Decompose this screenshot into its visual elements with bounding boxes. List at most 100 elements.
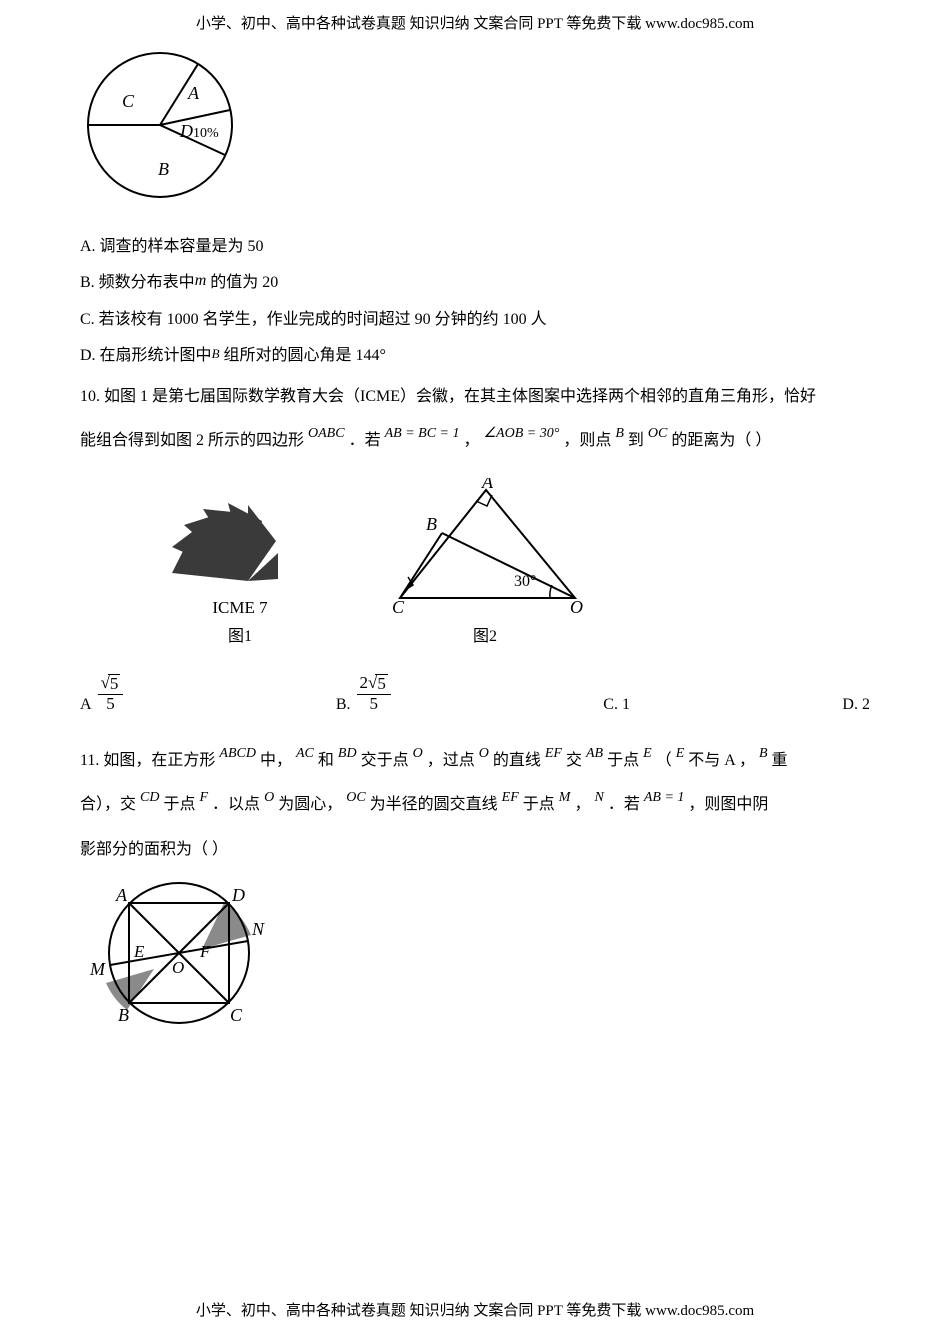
- q9-choice-b: B. 频数分布表中m 的值为 20: [80, 268, 870, 298]
- q11-cd: CD: [140, 790, 159, 805]
- q10-a-radicand: 5: [108, 674, 121, 694]
- q9-d-prefix: D. 在扇形统计图中: [80, 347, 212, 364]
- q11-m: M: [559, 790, 571, 805]
- q10-b-prefix: 2: [360, 673, 369, 692]
- lbl-O: O: [172, 958, 184, 977]
- q11-l1k: ，: [739, 752, 755, 769]
- lbl-M: M: [89, 959, 106, 979]
- q11-ab: AB: [586, 746, 603, 761]
- tri-O: O: [570, 597, 583, 617]
- q11-line1: 11. 如图，在正方形 ABCD 中， AC 和 BD 交于点 O ，过点 O …: [80, 742, 870, 780]
- q9-d-B: B: [212, 346, 220, 361]
- pie-label-c: C: [122, 91, 135, 111]
- q10-l2a: 能组合得到如图 2 所示的四边形: [80, 432, 304, 449]
- q10-opt-a: A √5 5: [80, 674, 123, 713]
- q11-f: F: [199, 790, 208, 805]
- q10-fig2-block: A B C O 30° 图2: [380, 478, 590, 646]
- q10-eq2: ∠AOB = 30°: [484, 426, 560, 441]
- q11-l2e: 为半径的圆交直线: [370, 796, 498, 813]
- icme-fan: [172, 503, 278, 581]
- q10-l2d: 到: [628, 432, 644, 449]
- lbl-C: C: [230, 1005, 243, 1025]
- pie-label-d: D: [179, 121, 193, 141]
- q11-l2i: ，则图中阴: [688, 796, 768, 813]
- q10-opt-b-label: B.: [336, 696, 351, 714]
- q10-l2c: ，则点: [563, 432, 611, 449]
- q11-o3: O: [264, 790, 274, 805]
- q11-ef2: EF: [502, 790, 519, 805]
- q11-l2b: 于点: [163, 796, 195, 813]
- q10-options: A √5 5 B. 2√5 5 C. 1 D. 2: [80, 674, 870, 713]
- q11-l2g: ，: [574, 796, 590, 813]
- page-footer: 小学、初中、高中各种试卷真题 知识归纳 文案合同 PPT 等免费下载 www.d…: [0, 1287, 950, 1332]
- triangle-bo: [442, 533, 575, 598]
- q10-B: B: [615, 426, 624, 441]
- q10-OC: OC: [648, 426, 667, 441]
- pie-chart-figure: A C D 10% B: [80, 45, 870, 220]
- fig1-label: 图1: [228, 622, 252, 646]
- q11-l2c: ．以点: [212, 796, 260, 813]
- q10-opt-b-frac: 2√5 5: [357, 674, 391, 713]
- q10-a-den: 5: [103, 695, 118, 714]
- q11-o: O: [413, 746, 423, 761]
- tri-A: A: [481, 478, 494, 492]
- q11-ac: AC: [296, 746, 314, 761]
- q11-l2d: 为圆心，: [278, 796, 342, 813]
- q9-b-prefix: B. 频数分布表中: [80, 274, 195, 291]
- tri-C: C: [392, 597, 405, 617]
- q11-figure: A D B C E F O M N: [74, 875, 870, 1045]
- lbl-A: A: [115, 885, 128, 905]
- icme-logo-svg: [160, 479, 320, 594]
- q11-oc: OC: [346, 790, 365, 805]
- q11-l1b: 中，: [260, 752, 292, 769]
- q11-l1e: ，过点: [427, 752, 475, 769]
- q11-bd: BD: [338, 746, 357, 761]
- page-header: 小学、初中、高中各种试卷真题 知识归纳 文案合同 PPT 等免费下载 www.d…: [0, 0, 950, 45]
- q10-line2: 能组合得到如图 2 所示的四边形 OABC ．若 AB = BC = 1 ， ∠…: [80, 422, 870, 460]
- q11-l1f: 的直线: [493, 752, 541, 769]
- q11-l1c: 和: [318, 752, 334, 769]
- q10-b-radicand: 5: [375, 674, 388, 694]
- q10-opt-a-label: A: [80, 696, 92, 714]
- q9-d-suffix: 组所对的圆心角是 144°: [220, 347, 386, 364]
- q10-opt-c: C. 1: [603, 696, 630, 714]
- q11-e2: E: [676, 746, 685, 761]
- icme-label: ICME 7: [212, 598, 267, 618]
- lbl-B: B: [118, 1005, 129, 1025]
- q11-l2a: 合），交: [80, 796, 136, 813]
- pie-label-b: B: [158, 159, 169, 179]
- q11-l1l: 重: [772, 752, 788, 769]
- q11-line2: 合），交 CD 于点 F ．以点 O 为圆心， OC 为半径的圆交直线 EF 于…: [80, 786, 870, 824]
- pie-label-a: A: [187, 83, 200, 103]
- q11-l1j: 不与: [688, 752, 724, 769]
- fig2-label: 图2: [473, 622, 497, 646]
- lbl-F: F: [199, 942, 211, 961]
- lbl-D: D: [231, 885, 245, 905]
- q10-eq1: AB = BC = 1: [385, 426, 460, 441]
- q11-o2: O: [479, 746, 489, 761]
- q11-l1h: 于点: [607, 752, 639, 769]
- q10-opt-d: D. 2: [842, 696, 870, 714]
- q9-choice-a: A. 调查的样本容量是为 50: [80, 232, 870, 262]
- q11-l2f: 于点: [523, 796, 555, 813]
- q11-bb: B: [759, 746, 768, 761]
- q11-l2h: ．若: [608, 796, 640, 813]
- q11-line3: 影部分的面积为（ ）: [80, 831, 870, 869]
- q10-opt-a-frac: √5 5: [98, 674, 124, 713]
- lbl-E: E: [133, 942, 145, 961]
- q11-l1g: 交: [566, 752, 582, 769]
- content-area: A C D 10% B A. 调查的样本容量是为 50 B. 频数分布表中m 的…: [0, 45, 950, 1045]
- q11-abcd: ABCD: [219, 746, 256, 761]
- q9-b-suffix: 的值为 20: [206, 274, 278, 291]
- q10-opt-b: B. 2√5 5: [336, 674, 391, 713]
- tri-B: B: [426, 514, 437, 534]
- q11-ef: EF: [545, 746, 562, 761]
- q10-comma1: ，: [463, 432, 479, 449]
- q10-l2e: 的距离为（ ）: [671, 432, 771, 449]
- q11-aa: A: [724, 752, 735, 769]
- lbl-N: N: [251, 919, 265, 939]
- q9-b-m: m: [195, 272, 207, 289]
- q10-b-den: 5: [366, 695, 381, 714]
- q11-eq: AB = 1: [644, 790, 685, 805]
- q11-l1i: （: [656, 752, 672, 769]
